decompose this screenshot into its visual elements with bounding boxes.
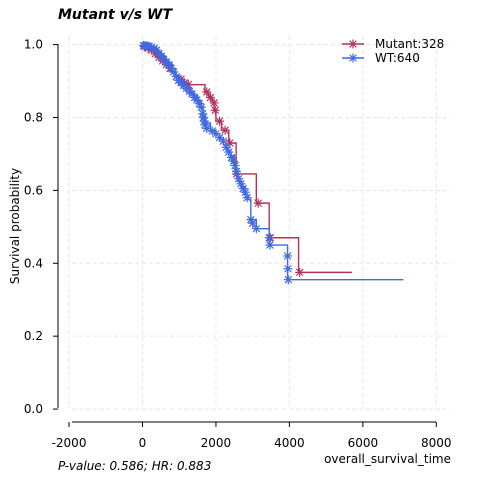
y-tick-label: 0.2	[24, 329, 43, 343]
legend-label: Mutant:328	[375, 37, 444, 51]
censor-mark	[264, 233, 274, 243]
censor-mark	[232, 166, 242, 176]
x-tick-label: 4000	[274, 436, 305, 450]
ticks: -2000 0 2000 4000 6000 8000 0.0 0.2 0.4 0.6 0.8 1.0	[24, 38, 452, 450]
censor-mark	[211, 129, 221, 139]
censor-mark	[265, 240, 275, 250]
censor-mark	[242, 193, 252, 203]
plot-area	[139, 40, 404, 285]
censor-mark	[248, 218, 258, 228]
y-tick-label: 0.0	[24, 402, 43, 416]
censor-mark	[196, 102, 206, 112]
grid	[68, 36, 451, 410]
censor-mark	[283, 275, 293, 285]
y-tick-label: 0.6	[24, 183, 43, 197]
censor-mark	[220, 125, 230, 135]
x-axis-label: overall_survival_time	[324, 452, 451, 466]
censor-mark	[218, 136, 228, 146]
y-tick-label: 0.8	[24, 110, 43, 124]
chart-title: Mutant v/s WT	[58, 7, 173, 23]
censor-mark	[230, 161, 240, 171]
x-tick-label: -2000	[52, 436, 87, 450]
censor-mark	[210, 105, 220, 115]
censor-mark	[251, 224, 261, 234]
x-tick-label: 6000	[348, 436, 379, 450]
censor-mark	[215, 116, 225, 126]
axes	[57, 44, 436, 423]
censor-mark	[205, 92, 215, 102]
censor-mark	[283, 264, 293, 274]
legend-label: WT:640	[375, 51, 420, 65]
p-value-note: P-value: 0.586; HR: 0.883	[58, 459, 211, 473]
y-tick-label: 0.4	[24, 256, 43, 270]
censor-mark	[295, 267, 305, 277]
censor-mark	[348, 53, 358, 63]
x-tick-label: 8000	[421, 436, 452, 450]
censor-mark	[202, 87, 212, 97]
x-tick-label: 2000	[201, 436, 232, 450]
censor-mark	[253, 198, 263, 208]
censor-mark	[348, 39, 358, 49]
censor-mark	[215, 133, 225, 143]
y-axis-label: Survival probability	[8, 168, 22, 284]
censor-mark	[283, 251, 293, 261]
censor-mark	[209, 98, 219, 108]
x-tick-label: 0	[139, 436, 147, 450]
y-tick-label: 1.0	[24, 38, 43, 52]
